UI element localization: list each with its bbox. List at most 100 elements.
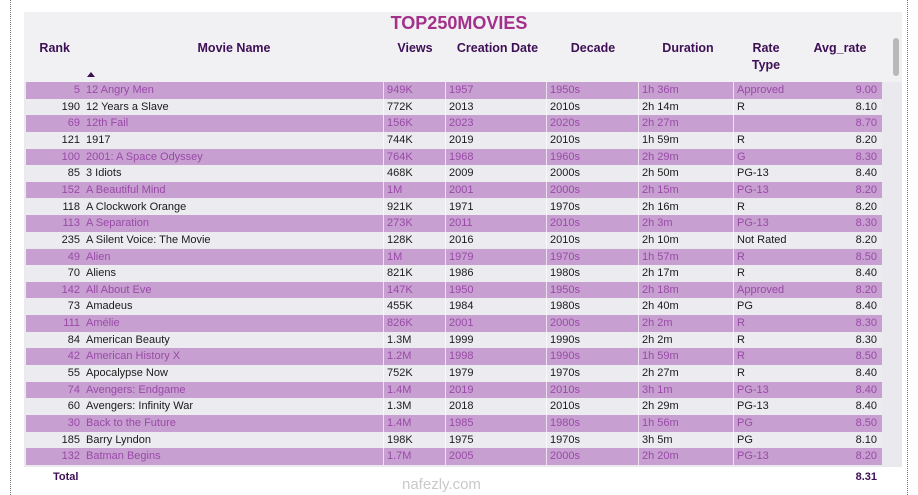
cell-separator [638,381,639,399]
cell-separator [445,415,446,432]
column-header-decade[interactable]: Decade [570,41,616,55]
cell-decade: 2010s [550,383,580,396]
table-row: 121 1917 744K 2019 2010s 1h 59m R 8.20 [26,131,882,149]
cell-separator [383,265,384,282]
cell-separator [445,165,446,182]
cell-views: 468K [387,167,413,180]
cell-duration: 2h 3m [642,217,673,230]
cell-decade: 1970s [550,250,580,263]
cell-separator [733,281,734,299]
cell-separator [383,131,384,149]
cell-views: 921K [387,200,413,213]
column-header-rank[interactable]: Rank [39,41,70,55]
cell-separator [733,431,734,449]
cell-separator [546,398,547,415]
cell-separator [638,98,639,116]
cell-separator [638,348,639,365]
cell-rate-type: Approved [737,283,785,296]
cell-creation-date: 1986 [449,267,474,280]
cell-separator [383,82,384,99]
cell-rate-type: PG-13 [737,383,769,396]
frame-right [907,0,908,495]
cell-avg-rate: 8.20 [855,233,877,246]
cell-separator [733,298,734,316]
cell-movie-name: 1917 [86,133,111,146]
cell-rank: 42 [67,350,80,363]
table-row: 42 American History X 1.2M 1998 1990s 1h 59m R… [26,348,882,365]
cell-duration: 2h 16m [642,200,679,213]
cell-rank: 74 [67,383,80,396]
cell-creation-date: 2018 [449,400,474,413]
cell-separator [445,365,446,382]
cell-movie-name: A Clockwork Orange [86,200,187,213]
cell-movie-name: Barry Lyndon [86,433,152,446]
column-header-movie-name[interactable]: Movie Name [197,41,271,55]
cell-decade: 2010s [550,133,580,146]
cell-decade: 2000s [550,183,580,196]
cell-separator [546,281,547,299]
cell-separator [733,131,734,149]
column-header-creation-date[interactable]: Creation Date [456,41,539,55]
cell-duration: 2h 40m [642,300,679,313]
cell-separator [445,231,446,249]
cell-separator [638,198,639,216]
cell-rate-type: R [737,133,745,146]
cell-separator [383,431,384,449]
cell-views: 764K [387,150,413,163]
cell-avg-rate: 8.30 [855,150,877,163]
cell-separator [445,181,446,199]
cell-separator [546,448,547,465]
cell-rate-type: R [737,333,745,346]
cell-rank: 70 [67,267,80,280]
cell-views: 198K [387,433,413,446]
cell-separator [445,398,446,415]
column-header-rate-type[interactable]: Rate Type [751,41,781,72]
cell-avg-rate: 8.70 [855,117,877,130]
title: TOP250MOVIES [390,13,528,33]
cell-decade: 1980s [550,267,580,280]
cell-movie-name: Apocalypse Now [86,367,168,380]
scrollbar[interactable] [893,38,899,76]
cell-rank: 60 [67,400,80,413]
cell-duration: 2h 18m [642,283,679,296]
cell-creation-date: 1968 [449,150,474,163]
cell-movie-name: 12th Fail [86,117,129,130]
cell-separator [638,215,639,232]
cell-separator [733,448,734,465]
cell-avg-rate: 8.10 [855,100,877,113]
cell-duration: 1h 57m [642,250,679,263]
cell-views: 949K [387,84,413,96]
cell-separator [445,431,446,449]
cell-avg-rate: 9.00 [855,84,877,96]
cell-rank: 118 [62,200,80,213]
cell-separator [546,431,547,449]
cell-avg-rate: 8.20 [855,200,877,213]
cell-decade: 1970s [550,200,580,213]
cell-decade: 1950s [550,84,580,96]
cell-separator [383,148,384,166]
cell-decade: 1980s [550,300,580,313]
cell-views: 1.3M [387,333,412,346]
column-header-duration[interactable]: Duration [662,41,714,55]
cell-creation-date: 1998 [449,350,474,363]
cell-movie-name: All About Eve [86,283,152,296]
cell-creation-date: 2011 [449,217,473,230]
column-header-views[interactable]: Views [397,41,433,55]
cell-creation-date: 1957 [449,84,474,96]
cell-rate-type: PG-13 [737,450,769,463]
table-row: 118 A Clockwork Orange 921K 1971 1970s 2h 16m… [26,198,882,216]
cell-separator [733,98,734,116]
cell-rate-type: R [737,250,745,263]
table-row: 185 Barry Lyndon 198K 1975 1970s 3h 5m PG 8.10 [26,431,882,449]
cell-separator [445,115,446,132]
cell-views: 1.7M [387,450,412,463]
cell-avg-rate: 8.20 [855,133,877,146]
header-band [24,12,902,82]
cell-separator [445,381,446,399]
cell-separator [546,98,547,116]
cell-separator [383,181,384,199]
cell-duration: 2h 29m [642,150,679,163]
cell-separator [383,298,384,316]
column-header-avg-rate[interactable]: Avg_rate [813,41,867,55]
cell-rank: 121 [61,133,80,146]
